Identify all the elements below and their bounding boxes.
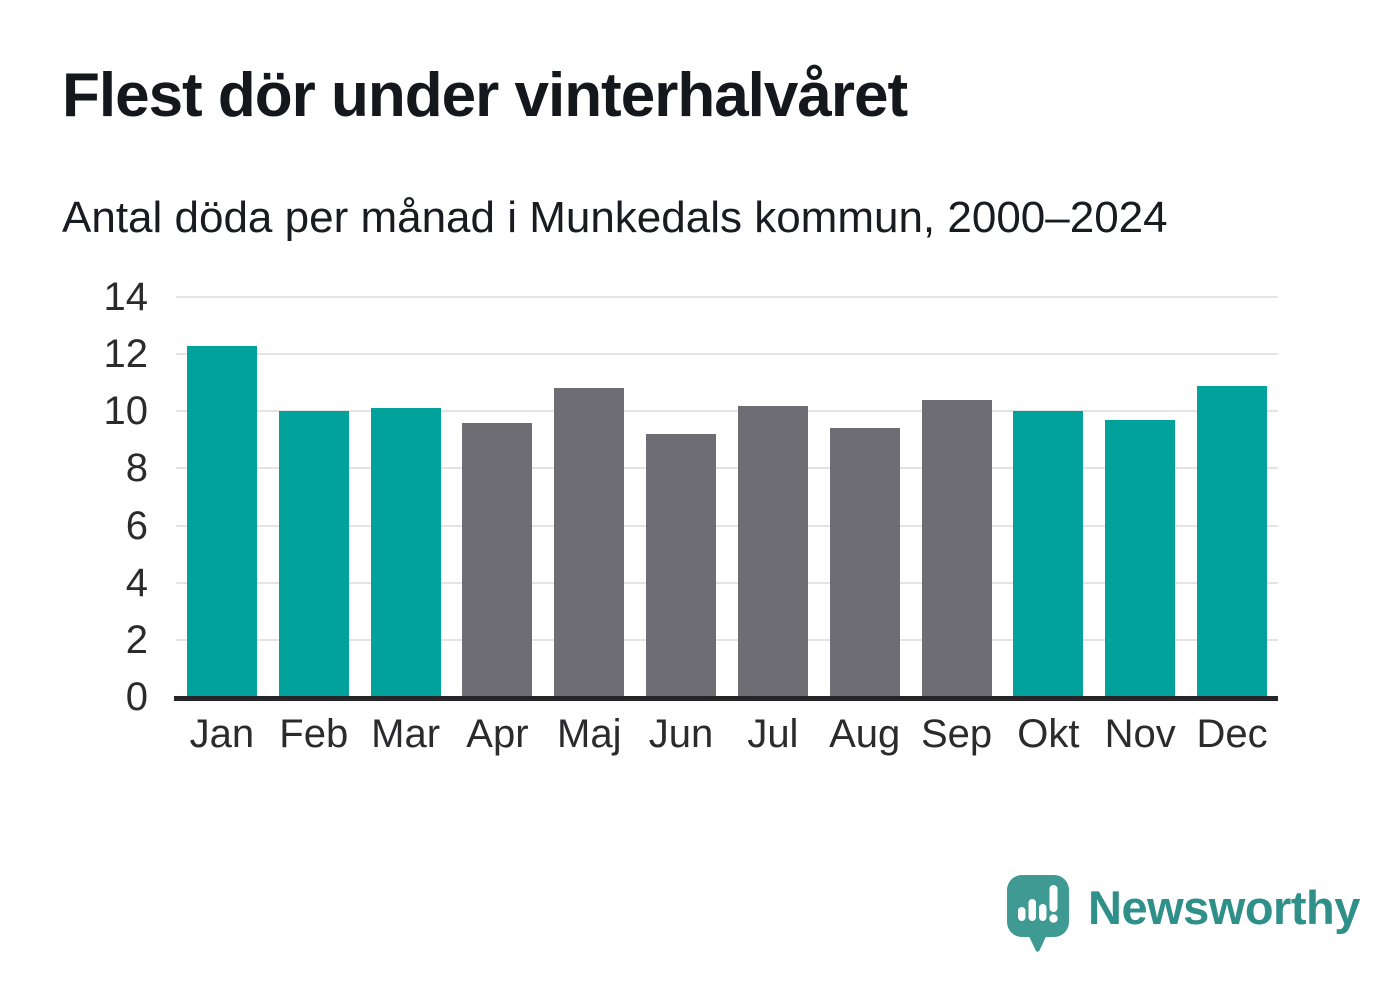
x-tick-label-jul: Jul	[747, 712, 799, 756]
bar-okt	[1013, 411, 1084, 697]
bar-maj	[554, 388, 625, 697]
x-tick-label-jun: Jun	[648, 712, 714, 756]
speech-bubble-shape	[1007, 875, 1069, 952]
x-axis-line	[174, 696, 1278, 701]
gridline-14	[176, 296, 1278, 298]
x-tick-label-nov: Nov	[1104, 712, 1176, 756]
bar-sep	[921, 399, 992, 697]
gridline-8	[176, 467, 1278, 470]
bar-aug	[829, 428, 900, 697]
bar-slot-dec	[1186, 297, 1278, 697]
bar-feb	[278, 411, 349, 697]
bar-nov	[1105, 419, 1176, 697]
bar-slot-nov	[1094, 297, 1186, 697]
bars	[176, 297, 1278, 697]
y-tick-label-4: 4	[125, 560, 148, 605]
x-tick-label-jan: Jan	[189, 712, 255, 756]
bar-mar	[370, 408, 441, 697]
gridline-12	[176, 353, 1278, 356]
bar-slot-sep	[911, 297, 1003, 697]
x-tick-label-sep: Sep	[920, 712, 993, 756]
bar-slot-mar	[360, 297, 452, 697]
gridline-6	[176, 524, 1278, 527]
bar-slot-jul	[727, 297, 819, 697]
bar-slot-okt	[1002, 297, 1094, 697]
bar-jun	[646, 434, 717, 697]
x-tick-label-mar: Mar	[371, 712, 441, 756]
chart-subtitle: Antal döda per månad i Munkedals kommun,…	[62, 193, 1168, 242]
bar-slot-maj	[543, 297, 635, 697]
bar-apr	[462, 422, 533, 697]
x-tick-label-maj: Maj	[557, 712, 622, 756]
gridline-4	[176, 581, 1278, 584]
y-tick-label-0: 0	[125, 675, 148, 719]
gridline-10	[176, 410, 1278, 413]
y-tick-label-12: 12	[103, 332, 149, 377]
brand-wordmark: Newsworthy	[1088, 880, 1360, 934]
y-axis-labels: 0 2 4 6 8 10 12 14	[38, 277, 149, 717]
y-tick-label-8: 8	[125, 446, 148, 491]
x-tick-label-aug: Aug	[829, 712, 901, 756]
bar-dec	[1197, 385, 1268, 697]
bar-slot-apr	[451, 297, 543, 697]
y-tick-label-10: 10	[103, 389, 149, 434]
x-tick-label-dec: Dec	[1196, 712, 1268, 756]
page-title: Flest dör under vinterhalvåret	[62, 61, 908, 130]
y-tick-label-14: 14	[103, 275, 149, 319]
bar-jul	[737, 405, 808, 697]
gridline-2	[176, 638, 1278, 641]
x-tick-label-okt: Okt	[1017, 712, 1080, 756]
x-tick-label-apr: Apr	[466, 712, 529, 756]
bar-jan	[186, 345, 257, 697]
bar-slot-feb	[268, 297, 360, 697]
x-tick-label-feb: Feb	[279, 712, 349, 756]
bar-slot-jun	[635, 297, 727, 697]
bar-slot-jan	[176, 297, 268, 697]
newsworthy-brand: Newsworthy	[1006, 874, 1360, 954]
mini-barchart-glyph	[1018, 885, 1058, 923]
bar-slot-aug	[819, 297, 911, 697]
x-axis-labels: Jan Feb Mar Apr Maj Jun Jul Aug Sep Okt Nov Dec	[176, 714, 1278, 754]
plot-area	[174, 296, 1278, 701]
y-tick-label-6: 6	[125, 503, 148, 548]
newsworthy-logo-icon	[1007, 875, 1069, 952]
y-tick-label-2: 2	[125, 617, 148, 662]
